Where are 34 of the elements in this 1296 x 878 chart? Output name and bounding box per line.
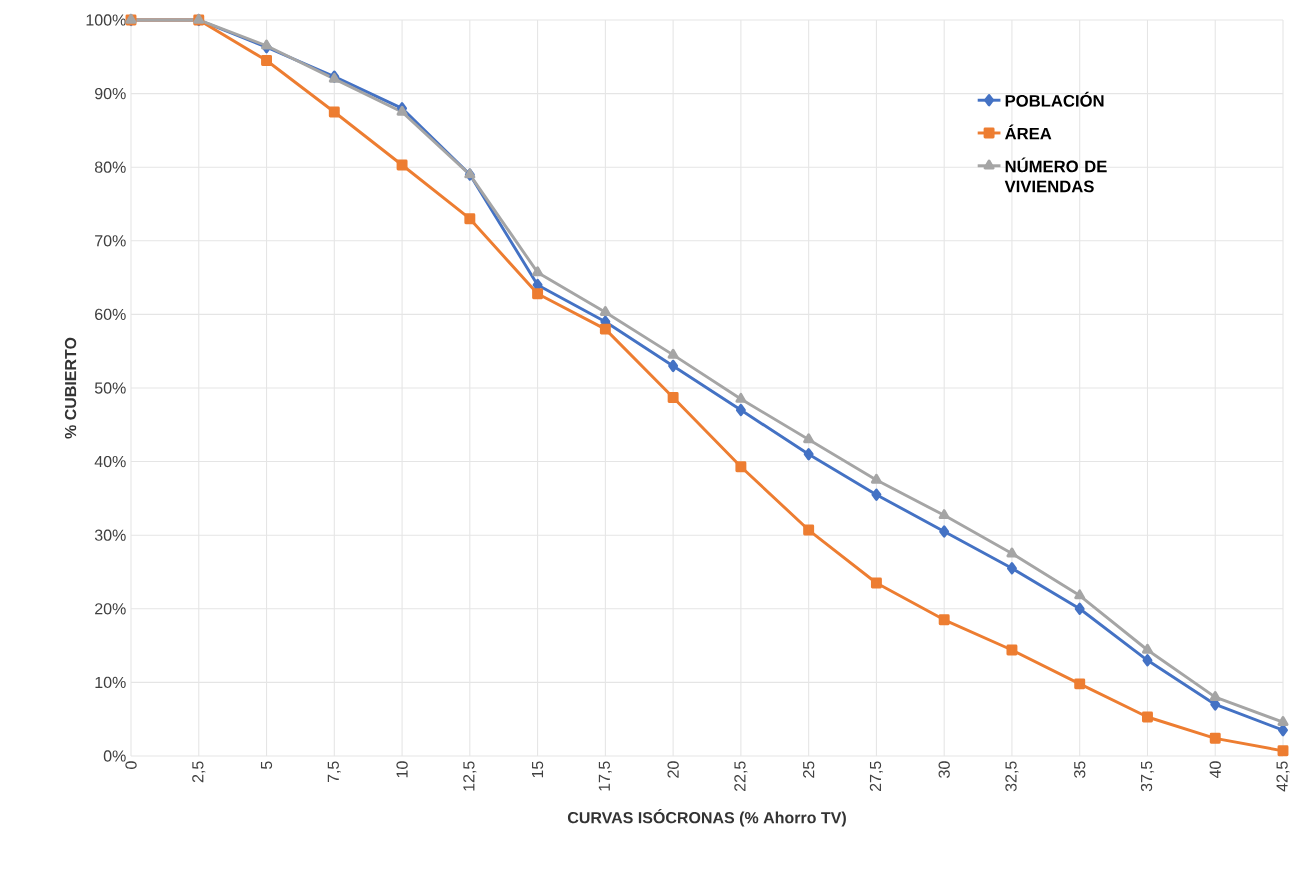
legend-label: POBLACIÓN [1005, 91, 1104, 107]
y-tick-label: 100% [86, 14, 126, 26]
x-tick-label: 30 [938, 761, 950, 778]
x-tick-label: 5 [260, 761, 273, 769]
x-axis-title: CURVAS ISÓCRONAS (% Ahorro TV) [567, 808, 846, 827]
y-tick-label: 50% [94, 382, 126, 394]
x-tick-label: 20 [667, 761, 679, 778]
x-tick-label: 0 [125, 761, 137, 769]
y-tick-label: 20% [95, 603, 126, 615]
y-tick-label: 80% [94, 161, 126, 173]
legend-label: ÁREA [1005, 124, 1052, 140]
x-tick-label: 10 [396, 761, 408, 778]
x-tick-label: 7,5 [327, 761, 341, 783]
x-tick-label: 25 [803, 761, 815, 778]
y-tick-label: 60% [95, 308, 126, 321]
y-tick-label: 30% [94, 529, 126, 541]
x-tick-label: 32,5 [1005, 761, 1019, 792]
y-tick-label: 90% [95, 87, 126, 100]
x-tick-label: 27,5 [869, 761, 884, 792]
x-tick-label: 2,5 [192, 761, 206, 783]
x-tick-label: 17,5 [598, 761, 612, 791]
y-axis-title: % CUBIERTO [64, 337, 77, 439]
legend-label: NÚMERO DE VIVIENDAS [1004, 157, 1107, 193]
x-tick-label: 22,5 [734, 761, 748, 792]
y-tick-label: 10% [95, 676, 126, 689]
y-tick-label: 40% [94, 455, 126, 468]
x-tick-label: 15 [532, 761, 544, 778]
x-tick-label: 37,5 [1140, 761, 1155, 792]
x-tick-label: 35 [1074, 761, 1086, 778]
x-tick-label: 42,5 [1276, 761, 1290, 792]
x-tick-label: 40 [1209, 761, 1221, 779]
y-tick-label: 70% [95, 235, 126, 247]
x-tick-label: 12,5 [463, 761, 477, 791]
y-tick-label: 0% [103, 750, 126, 762]
